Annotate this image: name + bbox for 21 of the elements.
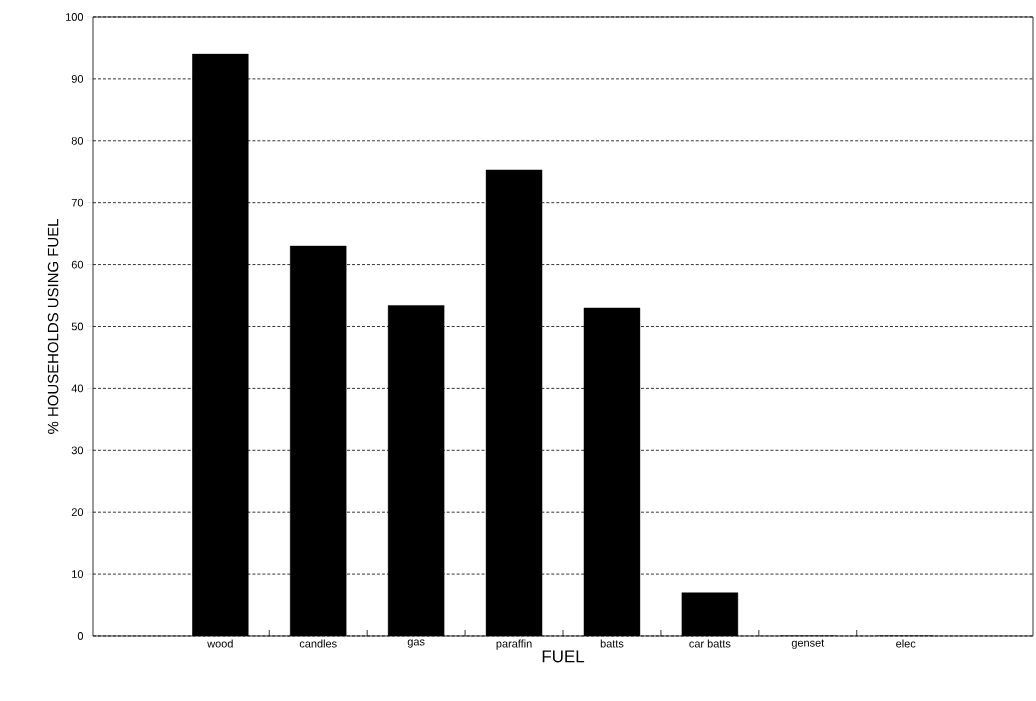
x-tick-label: gas	[407, 639, 425, 648]
y-tick-label: 70	[71, 198, 84, 207]
x-tick-label: wood	[207, 639, 233, 648]
y-tick-label: 30	[71, 446, 84, 455]
y-tick-label: 0	[77, 632, 84, 640]
y-tick-label: 50	[71, 322, 84, 331]
y-tick-label: 90	[71, 75, 84, 83]
y-tick-label: 20	[71, 508, 84, 517]
x-tick-label: elec	[896, 639, 916, 648]
x-tick-label: batts	[600, 639, 624, 648]
y-tick-label: 100	[66, 13, 84, 21]
y-tick-label: 40	[71, 384, 84, 393]
x-tick-label: genset	[791, 639, 825, 649]
y-tick-label: 80	[71, 136, 84, 145]
x-tick-label: candles	[299, 639, 337, 648]
y-axis-title: % HOUSEHOLDS USING FUEL	[47, 219, 59, 434]
y-tick-label: 10	[72, 570, 84, 578]
x-tick-label: car batts	[689, 639, 731, 648]
y-tick-label: 60	[71, 260, 84, 269]
x-axis-title: FUEL	[542, 650, 585, 663]
x-tick-label: paraffin	[496, 639, 532, 650]
